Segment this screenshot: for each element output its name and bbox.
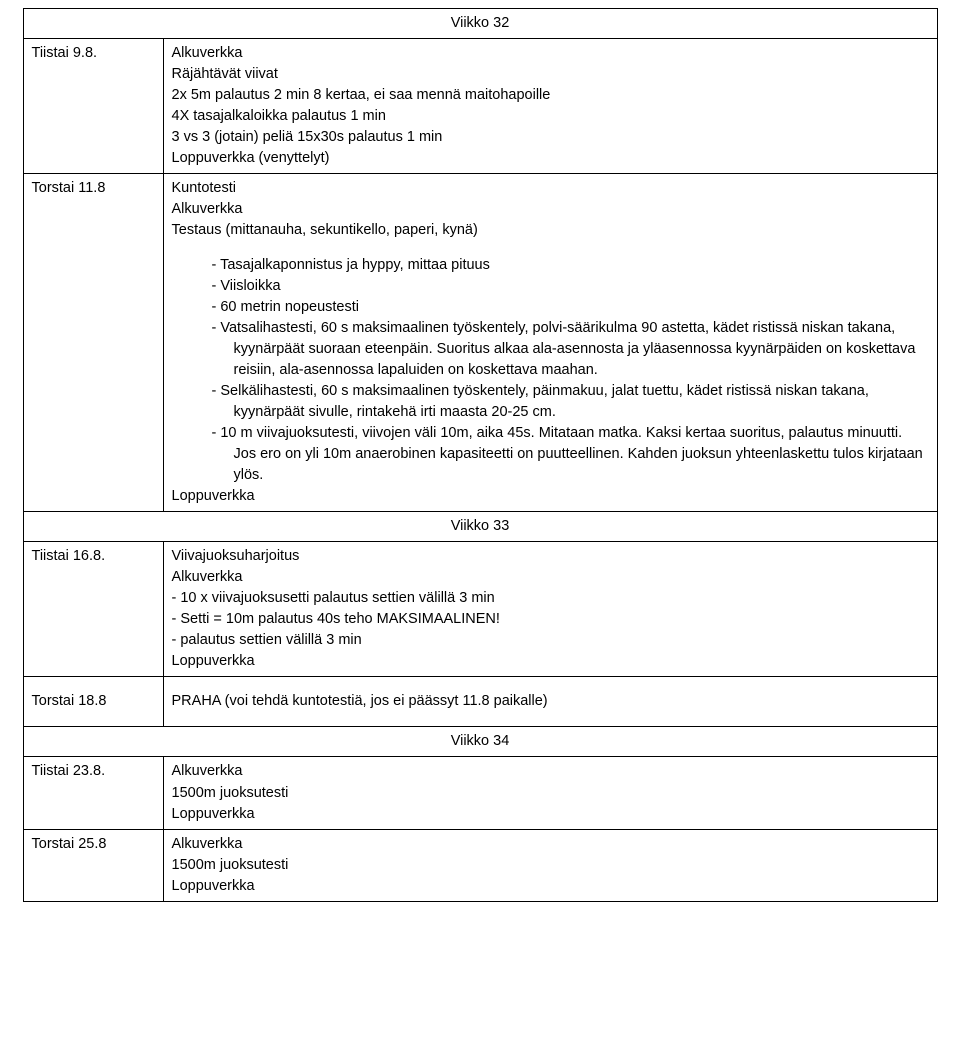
week34-header: Viikko 34	[23, 727, 937, 757]
week34-thu-date: Torstai 25.8	[23, 829, 163, 901]
line: Alkuverkka	[172, 43, 929, 64]
week33-thu-content: PRAHA (voi tehdä kuntotestiä, jos ei pää…	[163, 677, 937, 727]
bullet-list: Tasajalkaponnistus ja hyppy, mittaa pitu…	[172, 255, 929, 486]
line: 3 vs 3 (jotain) peliä 15x30s palautus 1 …	[172, 127, 929, 148]
line: Alkuverkka	[172, 761, 929, 782]
week34-tue-date: Tiistai 23.8.	[23, 757, 163, 829]
bullet: palautus settien välillä 3 min	[172, 630, 929, 651]
line: 1500m juoksutesti	[172, 783, 929, 804]
line: Kuntotesti	[172, 178, 929, 199]
week33-thu-date: Torstai 18.8	[23, 677, 163, 727]
line: Loppuverkka	[172, 486, 929, 507]
line: Loppuverkka	[172, 804, 929, 825]
line: Alkuverkka	[172, 834, 929, 855]
line: Testaus (mittanauha, sekuntikello, paper…	[172, 220, 929, 241]
line: Loppuverkka	[172, 651, 929, 672]
bullet: Setti = 10m palautus 40s teho MAKSIMAALI…	[172, 609, 929, 630]
line: 1500m juoksutesti	[172, 855, 929, 876]
bullet: Vatsalihastesti, 60 s maksimaalinen työs…	[212, 318, 929, 381]
bullet: Viisloikka	[212, 276, 929, 297]
bullet: Tasajalkaponnistus ja hyppy, mittaa pitu…	[212, 255, 929, 276]
week32-thu-content: Kuntotesti Alkuverkka Testaus (mittanauh…	[163, 174, 937, 512]
week32-header: Viikko 32	[23, 9, 937, 39]
line: PRAHA (voi tehdä kuntotestiä, jos ei pää…	[172, 691, 929, 712]
line: 4X tasajalkaloikka palautus 1 min	[172, 106, 929, 127]
bullet: Selkälihastesti, 60 s maksimaalinen työs…	[212, 381, 929, 423]
week33-tue-content: Viivajuoksuharjoitus Alkuverkka 10 x vii…	[163, 542, 937, 677]
week34-thu-content: Alkuverkka 1500m juoksutesti Loppuverkka	[163, 829, 937, 901]
week32-tue-date: Tiistai 9.8.	[23, 39, 163, 174]
bullet: 10 m viivajuoksutesti, viivojen väli 10m…	[212, 423, 929, 486]
week34-tue-content: Alkuverkka 1500m juoksutesti Loppuverkka	[163, 757, 937, 829]
line: Loppuverkka	[172, 876, 929, 897]
line: Loppuverkka (venyttelyt)	[172, 148, 929, 169]
line: Räjähtävät viivat	[172, 64, 929, 85]
line: Viivajuoksuharjoitus	[172, 546, 929, 567]
schedule-table: Viikko 32 Tiistai 9.8. Alkuverkka Räjäht…	[23, 8, 938, 902]
line: 2x 5m palautus 2 min 8 kertaa, ei saa me…	[172, 85, 929, 106]
line: Alkuverkka	[172, 567, 929, 588]
week32-tue-content: Alkuverkka Räjähtävät viivat 2x 5m palau…	[163, 39, 937, 174]
week32-thu-date: Torstai 11.8	[23, 174, 163, 512]
week33-header: Viikko 33	[23, 512, 937, 542]
week33-tue-date: Tiistai 16.8.	[23, 542, 163, 677]
line: Alkuverkka	[172, 199, 929, 220]
bullet: 60 metrin nopeustesti	[212, 297, 929, 318]
bullet-list: 10 x viivajuoksusetti palautus settien v…	[172, 588, 929, 651]
bullet: 10 x viivajuoksusetti palautus settien v…	[172, 588, 929, 609]
